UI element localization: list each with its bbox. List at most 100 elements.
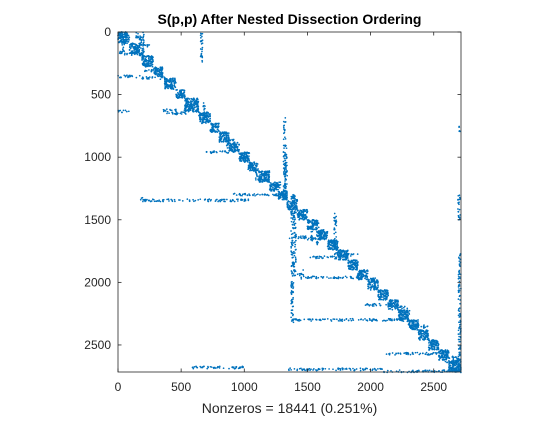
nonzero-marker <box>292 236 295 239</box>
nonzero-marker <box>284 163 286 165</box>
nonzero-marker <box>132 42 135 45</box>
nonzero-marker <box>180 90 183 93</box>
nonzero-marker <box>290 301 293 304</box>
nonzero-marker <box>362 319 364 321</box>
off-diagonal-col-segment-23 <box>333 212 338 260</box>
off-diagonal-row-segment-39 <box>348 259 357 263</box>
nonzero-marker <box>302 211 305 213</box>
nonzero-marker <box>140 197 143 199</box>
nonzero-marker <box>170 86 173 89</box>
nonzero-marker <box>326 318 329 320</box>
nonzero-marker <box>349 317 352 320</box>
nonzero-marker <box>186 104 189 106</box>
nonzero-marker <box>198 114 200 117</box>
nonzero-marker <box>344 258 346 261</box>
nonzero-marker <box>148 69 150 71</box>
nonzero-marker <box>293 261 296 264</box>
nonzero-marker <box>295 234 297 236</box>
off-diagonal-row-segment-49 <box>398 309 408 314</box>
nonzero-marker <box>320 235 323 237</box>
nonzero-marker <box>201 366 204 369</box>
nonzero-marker <box>352 277 355 280</box>
nonzero-marker <box>232 193 235 195</box>
nonzero-marker <box>263 170 266 173</box>
nonzero-marker <box>291 309 294 311</box>
nonzero-marker <box>160 69 163 71</box>
nonzero-marker <box>351 263 354 266</box>
nonzero-marker <box>290 212 293 215</box>
nonzero-marker <box>239 152 242 155</box>
nonzero-marker <box>129 43 132 46</box>
nonzero-marker <box>416 369 419 372</box>
nonzero-marker <box>151 61 154 64</box>
nonzero-marker <box>247 157 250 160</box>
nonzero-marker <box>380 289 382 292</box>
y-tick-label: 2000 <box>84 275 111 289</box>
nonzero-marker <box>427 334 430 336</box>
nonzero-marker <box>140 39 143 42</box>
nonzero-marker <box>390 369 392 372</box>
nonzero-marker <box>290 202 293 204</box>
nonzero-marker <box>457 329 460 332</box>
nonzero-marker <box>359 369 362 372</box>
nonzero-marker <box>218 132 221 135</box>
off-diagonal-row-segment-23 <box>269 184 278 189</box>
nonzero-marker <box>243 200 246 202</box>
nonzero-marker <box>302 275 305 278</box>
nonzero-marker <box>201 114 204 117</box>
nonzero-marker <box>400 305 403 308</box>
off-diagonal-row-segment-57 <box>385 351 439 356</box>
nonzero-marker <box>321 257 324 260</box>
nonzero-marker <box>174 110 177 112</box>
nonzero-marker <box>142 38 144 41</box>
nonzero-marker <box>126 42 128 45</box>
nonzero-marker <box>366 319 369 322</box>
nonzero-marker <box>393 318 396 321</box>
off-diagonal-col-segment-29 <box>422 324 426 334</box>
nonzero-marker <box>382 289 384 292</box>
nonzero-marker <box>220 138 223 140</box>
nonzero-marker <box>396 302 399 304</box>
nonzero-marker <box>129 75 132 78</box>
nonzero-marker <box>150 70 153 73</box>
nonzero-marker <box>159 75 162 78</box>
nonzero-marker <box>315 275 318 278</box>
nonzero-marker <box>459 325 461 328</box>
nonzero-marker <box>228 146 231 149</box>
nonzero-marker <box>283 157 286 160</box>
nonzero-marker <box>400 314 403 317</box>
nonzero-marker <box>224 150 226 153</box>
nonzero-marker <box>277 186 280 189</box>
nonzero-marker <box>229 149 232 152</box>
nonzero-marker <box>317 276 320 279</box>
nonzero-marker <box>197 199 199 201</box>
nonzero-marker <box>143 41 145 43</box>
nonzero-marker <box>349 367 351 370</box>
nonzero-marker <box>291 271 294 274</box>
nonzero-marker <box>444 354 446 356</box>
nonzero-marker <box>374 319 376 321</box>
off-diagonal-col-segment-18 <box>290 193 295 324</box>
nonzero-marker <box>414 319 416 322</box>
nonzero-marker <box>417 319 419 321</box>
diagonal-block-8 <box>184 97 200 113</box>
nonzero-marker <box>428 346 431 349</box>
nonzero-marker <box>236 141 239 144</box>
nonzero-marker <box>333 228 336 231</box>
nonzero-marker <box>458 260 461 263</box>
off-diagonal-row-segment-9 <box>117 74 141 79</box>
nonzero-marker <box>343 253 346 256</box>
nonzero-marker <box>204 198 207 201</box>
nonzero-marker <box>458 359 461 362</box>
nonzero-marker <box>457 360 460 363</box>
nonzero-marker <box>294 209 297 211</box>
nonzero-marker <box>156 68 158 71</box>
nonzero-marker <box>209 120 212 123</box>
nonzero-marker <box>333 241 336 244</box>
nonzero-marker <box>143 59 146 62</box>
nonzero-marker <box>306 238 309 241</box>
nonzero-marker <box>279 193 282 195</box>
nonzero-marker <box>227 132 230 135</box>
nonzero-marker <box>285 164 287 167</box>
nonzero-marker <box>360 269 363 272</box>
